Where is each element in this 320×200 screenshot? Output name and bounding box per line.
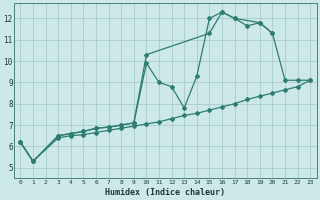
- X-axis label: Humidex (Indice chaleur): Humidex (Indice chaleur): [105, 188, 225, 197]
